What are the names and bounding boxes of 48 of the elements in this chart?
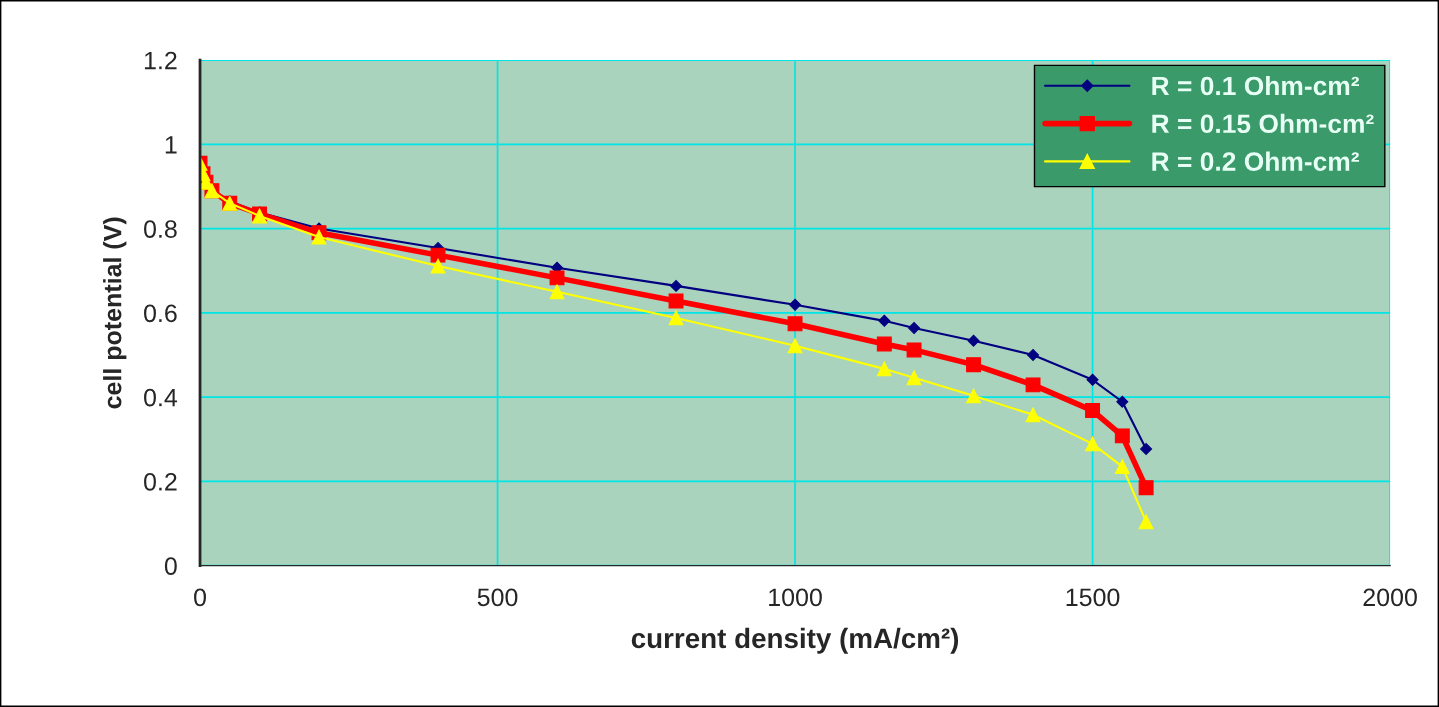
x-tick-label: 2000 (1363, 588, 1417, 607)
y-tick-label: 1 (165, 136, 177, 154)
point (549, 270, 565, 286)
point (430, 258, 446, 274)
legend-label: R = 0.1 Ohm-cm² (1152, 75, 1360, 96)
point (787, 316, 803, 332)
legend-label: R = 0.2 Ohm-cm² (1152, 151, 1360, 171)
point (966, 357, 982, 373)
y-tick-label: 0 (164, 557, 177, 575)
point (1140, 442, 1153, 455)
point (549, 284, 565, 300)
point (906, 342, 922, 358)
x-axis-title: current density (mA/cm²) (631, 627, 959, 654)
y-tick-label: 0.4 (144, 388, 178, 407)
point (1138, 480, 1154, 496)
point (878, 314, 891, 327)
point (668, 310, 684, 326)
y-tick-label: 0.2 (144, 472, 177, 491)
point (1138, 514, 1154, 530)
point (668, 293, 684, 309)
point (787, 338, 803, 354)
point (670, 279, 683, 292)
point (876, 361, 892, 377)
x-tick-label: 0 (194, 588, 206, 607)
point (1085, 436, 1101, 452)
legend-label: R = 0.15 Ohm-cm² (1152, 113, 1374, 134)
point (1114, 428, 1130, 444)
x-tick-label: 500 (477, 588, 518, 607)
point (966, 388, 982, 404)
point (908, 321, 921, 335)
point (1025, 377, 1041, 393)
y-tick-label: 1.2 (144, 51, 177, 70)
point (789, 298, 802, 311)
point (311, 229, 327, 245)
point (1025, 407, 1041, 423)
x-tick-label: 1000 (769, 588, 822, 607)
y-axis-title: cell potential (V) (103, 217, 127, 409)
point (967, 334, 980, 347)
point (1027, 348, 1040, 361)
y-tick-label: 0.6 (144, 304, 177, 323)
point (1114, 459, 1130, 475)
point (876, 336, 892, 352)
point (906, 370, 922, 386)
point (1086, 373, 1099, 386)
x-tick-label: 1500 (1066, 588, 1120, 607)
point (1116, 395, 1129, 408)
point (1085, 403, 1101, 419)
y-tick-label: 0.8 (144, 220, 177, 238)
